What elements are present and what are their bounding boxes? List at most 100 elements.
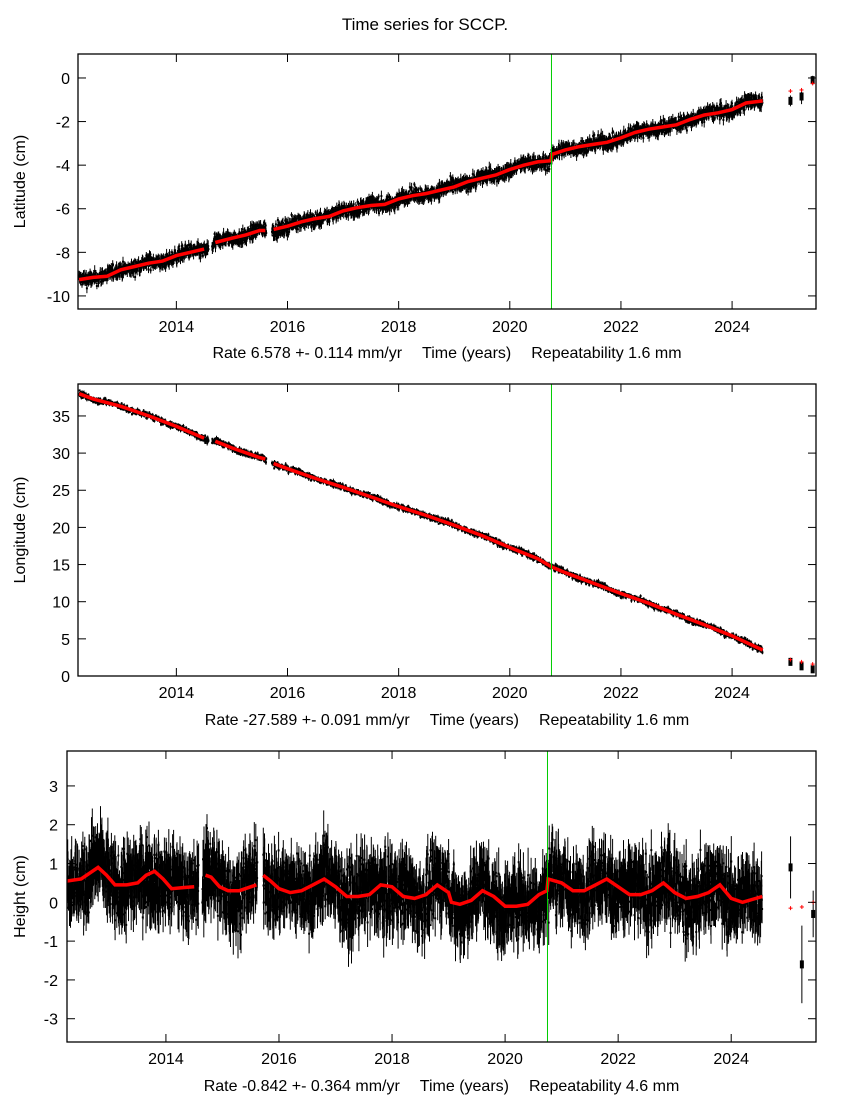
observation-point [333,216,336,219]
observation-point [221,243,224,246]
observation-point [467,190,470,193]
observation-point [326,220,329,223]
observation-point [568,152,571,154]
observation-point [351,210,354,212]
observation-point [504,167,507,170]
observation-point [438,196,441,199]
observation-point [158,257,161,260]
observation-point [521,159,524,162]
observation-point [338,206,341,208]
observation-point [425,190,428,193]
observation-point [341,205,343,208]
observation-point [632,135,635,138]
observation-point [682,113,685,116]
observation-point [380,195,383,198]
observation-point [175,262,178,265]
observation-point [284,227,286,230]
observation-point [553,148,556,151]
observation-point [642,133,645,136]
observation-point [384,200,387,203]
observation-point [657,134,660,137]
observation-point [130,261,133,264]
observation-point [101,270,104,273]
observation-point [152,257,155,260]
observation-point [350,204,353,207]
observation-point [297,215,300,218]
observation-point [224,233,227,236]
observation-point [452,191,454,193]
observation-point [419,187,422,190]
observation-point [218,238,221,241]
observation-point [312,214,315,217]
observation-point [170,262,173,265]
observation-point [692,113,695,115]
observation-point [122,260,124,263]
observation-point [490,172,493,175]
observation-point [416,198,419,201]
observation-point [91,279,94,282]
observation-point [495,168,498,171]
observation-point [465,185,467,188]
observation-point [554,153,557,156]
observation-point [286,228,289,231]
observation-point [178,251,181,254]
observation-point [149,253,152,256]
observation-point [207,248,210,251]
observation-point [132,262,135,265]
observation-point [163,262,166,265]
observation-point [110,266,113,269]
observation-point [149,269,152,272]
observation-point [368,207,371,210]
observation-point [594,149,597,152]
observation-point [204,245,207,248]
observation-point [115,264,118,267]
observation-point [497,166,500,169]
observation-point [133,259,136,262]
observation-point [262,226,265,229]
observation-point [165,263,168,266]
observation-point [263,223,266,226]
observation-point [93,269,96,272]
observation-point [165,252,168,255]
observation-point [160,263,163,266]
observation-point [528,156,530,159]
observation-point [677,115,680,118]
observation-point [339,214,342,217]
observation-point [79,281,82,283]
observation-point [236,242,239,245]
observation-point [272,226,274,229]
observation-point [235,240,238,243]
observation-point [141,258,144,261]
observation-point [495,180,498,183]
observation-point [95,285,98,287]
observation-point [345,214,348,217]
observation-point [306,214,309,217]
observation-point [663,129,665,132]
observation-point [602,149,605,151]
observation-point [567,150,569,153]
observation-point [116,268,119,271]
observation-point [196,251,199,254]
observation-point [415,188,418,191]
observation-point [240,231,243,234]
observation-point [263,221,265,224]
observation-point [110,275,113,278]
observation-point [437,197,440,200]
observation-point [142,265,145,268]
observation-point [619,133,622,136]
observation-point [161,265,164,268]
observation-point [439,184,442,187]
observation-point [498,177,501,180]
observation-point [129,274,132,276]
observation-point [300,226,302,229]
observation-point [252,227,255,230]
observation-point [475,181,478,184]
observation-point [560,142,563,145]
observation-point [384,208,387,211]
observation-point [435,187,438,190]
observation-point [655,125,658,128]
observation-point [277,225,280,228]
observation-point [508,174,511,177]
observation-point [400,191,403,194]
